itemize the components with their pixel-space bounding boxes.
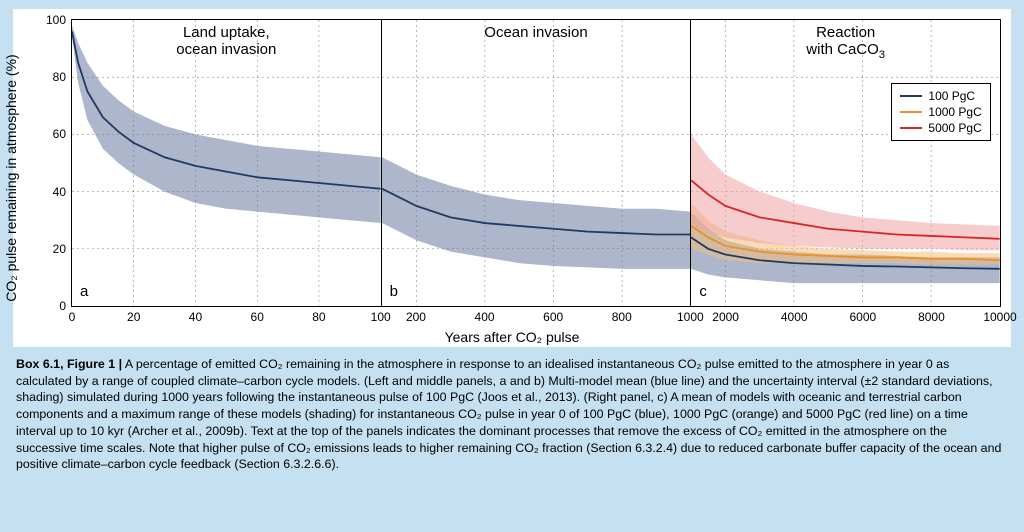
plot-svg [72,20,381,306]
xtick-label: 1000 [677,310,704,324]
xtick-label: 4000 [781,310,808,324]
xtick-label: 6000 [849,310,876,324]
panel-letter: b [390,283,398,300]
plot-svg [691,20,1000,306]
panels-row: Land uptake,ocean invasiona0204060801000… [71,19,1001,307]
legend-item: 1000 PgC [900,104,981,120]
panel-title: Ocean invasion [484,24,587,41]
xtick-label: 2000 [712,310,739,324]
caption-text: A percentage of emitted CO₂ remaining in… [16,357,1001,471]
xtick-label: 800 [612,310,632,324]
caption-label: Box 6.1, Figure 1 | [16,357,122,371]
legend-swatch [900,95,922,97]
xtick-label: 80 [312,310,325,324]
ytick-label: 60 [53,127,66,141]
legend-item: 100 PgC [900,88,981,104]
xtick-label: 100 [371,310,391,324]
x-axis-label: Years after CO₂ pulse [445,329,580,345]
xtick-label: 600 [543,310,563,324]
plot-svg [382,20,691,306]
ytick-label: 0 [59,299,66,313]
legend-label: 1000 PgC [928,105,981,119]
panel-title: Land uptake,ocean invasion [176,24,276,59]
panel-letter: c [699,283,707,300]
panel-a: Land uptake,ocean invasiona0204060801000… [71,19,382,307]
figure-caption: Box 6.1, Figure 1 | A percentage of emit… [12,356,1012,473]
xtick-label: 10000 [983,310,1016,324]
legend-swatch [900,111,922,113]
ytick-label: 40 [53,185,66,199]
xtick-label: 40 [189,310,202,324]
xtick-label: 400 [475,310,495,324]
ytick-label: 80 [53,70,66,84]
legend-label: 5000 PgC [928,121,981,135]
legend: 100 PgC 1000 PgC 5000 PgC [891,83,990,141]
figure-area: CO₂ pulse remaining in atmosphere (%) Ye… [12,8,1012,348]
xtick-label: 60 [251,310,264,324]
y-axis-label: CO₂ pulse remaining in atmosphere (%) [3,54,19,301]
panel-b: Ocean invasionb2004006008001000 [382,19,692,307]
xtick-label: 0 [69,310,76,324]
xtick-label: 20 [127,310,140,324]
panel-title: Reactionwith CaCO3 [806,24,885,62]
legend-swatch [900,127,922,129]
ytick-label: 100 [46,13,66,27]
panel-c: Reactionwith CaCO3c200040006000800010000… [691,19,1001,307]
xtick-label: 8000 [918,310,945,324]
ytick-label: 20 [53,242,66,256]
legend-item: 5000 PgC [900,120,981,136]
panel-letter: a [80,283,88,300]
xtick-label: 200 [406,310,426,324]
legend-label: 100 PgC [928,89,975,103]
